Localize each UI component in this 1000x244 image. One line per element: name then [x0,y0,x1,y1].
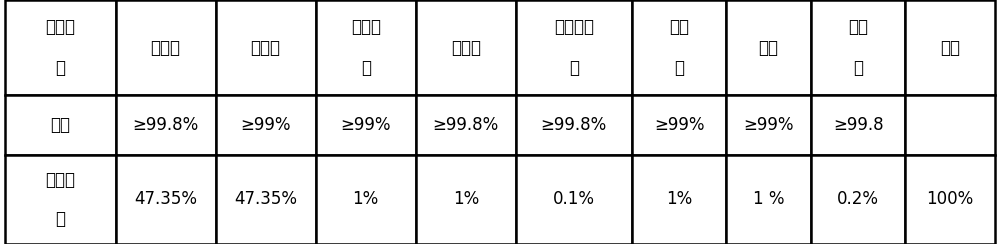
Text: 1%: 1% [453,191,479,209]
Bar [116,95,216,155]
Bar [632,0,726,95]
Text: 纯度: 纯度 [50,116,70,134]
Bar [5,155,116,244]
Text: 0.2%: 0.2% [837,191,879,209]
Bar [216,0,316,95]
Text: 分: 分 [55,59,65,77]
Bar [516,0,632,95]
Bar [726,95,811,155]
Text: 47.35%: 47.35% [234,191,297,209]
Bar [811,0,905,95]
Text: 四氟硼酸: 四氟硼酸 [554,18,594,36]
Bar [416,155,516,244]
Bar [516,95,632,155]
Bar [905,0,995,95]
Bar [216,95,316,155]
Bar [905,155,995,244]
Text: 铈: 铈 [853,59,863,77]
Bar [416,0,516,95]
Text: ≥99.8: ≥99.8 [833,116,883,134]
Bar [905,95,995,155]
Text: ≥99.8%: ≥99.8% [541,116,607,134]
Text: 0.1%: 0.1% [553,191,595,209]
Text: 硝酸钾: 硝酸钾 [151,39,181,57]
Bar [632,95,726,155]
Bar [5,0,116,95]
Text: 总计: 总计 [940,39,960,57]
Text: ≥99%: ≥99% [340,116,391,134]
Text: 碳酸钾: 碳酸钾 [451,39,481,57]
Bar [316,95,416,155]
Text: 质量分: 质量分 [45,171,75,189]
Text: 100%: 100% [927,191,974,209]
Text: ≥99.8%: ≥99.8% [132,116,199,134]
Text: ≥99.8%: ≥99.8% [433,116,499,134]
Text: 土: 土 [674,59,684,77]
Bar [5,95,116,155]
Bar [416,95,516,155]
Text: ≥99%: ≥99% [654,116,704,134]
Text: ≥99%: ≥99% [743,116,794,134]
Bar [632,155,726,244]
Bar [316,0,416,95]
Bar [811,155,905,244]
Bar [726,155,811,244]
Text: 47.35%: 47.35% [134,191,197,209]
Bar [811,95,905,155]
Bar [216,155,316,244]
Text: ≥99%: ≥99% [240,116,291,134]
Text: 1%: 1% [353,191,379,209]
Bar [116,155,216,244]
Text: 硅藻: 硅藻 [669,18,689,36]
Text: 氧化: 氧化 [848,18,868,36]
Text: 1 %: 1 % [753,191,784,209]
Bar [316,155,416,244]
Bar [726,0,811,95]
Text: 1%: 1% [666,191,692,209]
Text: 数: 数 [55,210,65,228]
Text: 粘土: 粘土 [759,39,779,57]
Text: 硝酸钠: 硝酸钠 [251,39,281,57]
Text: 钾: 钾 [361,59,371,77]
Text: 氢氧化: 氢氧化 [351,18,381,36]
Text: 熔盐组: 熔盐组 [45,18,75,36]
Text: 钾: 钾 [569,59,579,77]
Bar [116,0,216,95]
Bar [516,155,632,244]
